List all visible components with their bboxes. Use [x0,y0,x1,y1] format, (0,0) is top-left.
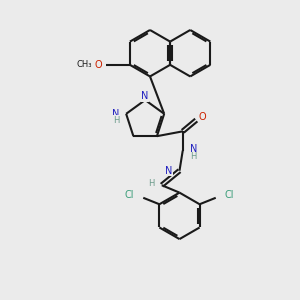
Text: Cl: Cl [225,190,234,200]
Text: N: N [165,166,172,176]
Text: O: O [198,112,206,122]
Text: CH₃: CH₃ [76,60,92,69]
Text: N: N [112,109,119,119]
Text: N: N [190,144,197,154]
Text: O: O [95,60,102,70]
Text: H: H [113,116,119,125]
Text: N: N [142,91,149,101]
Text: H: H [190,152,196,161]
Text: Cl: Cl [125,190,134,200]
Text: H: H [148,179,155,188]
